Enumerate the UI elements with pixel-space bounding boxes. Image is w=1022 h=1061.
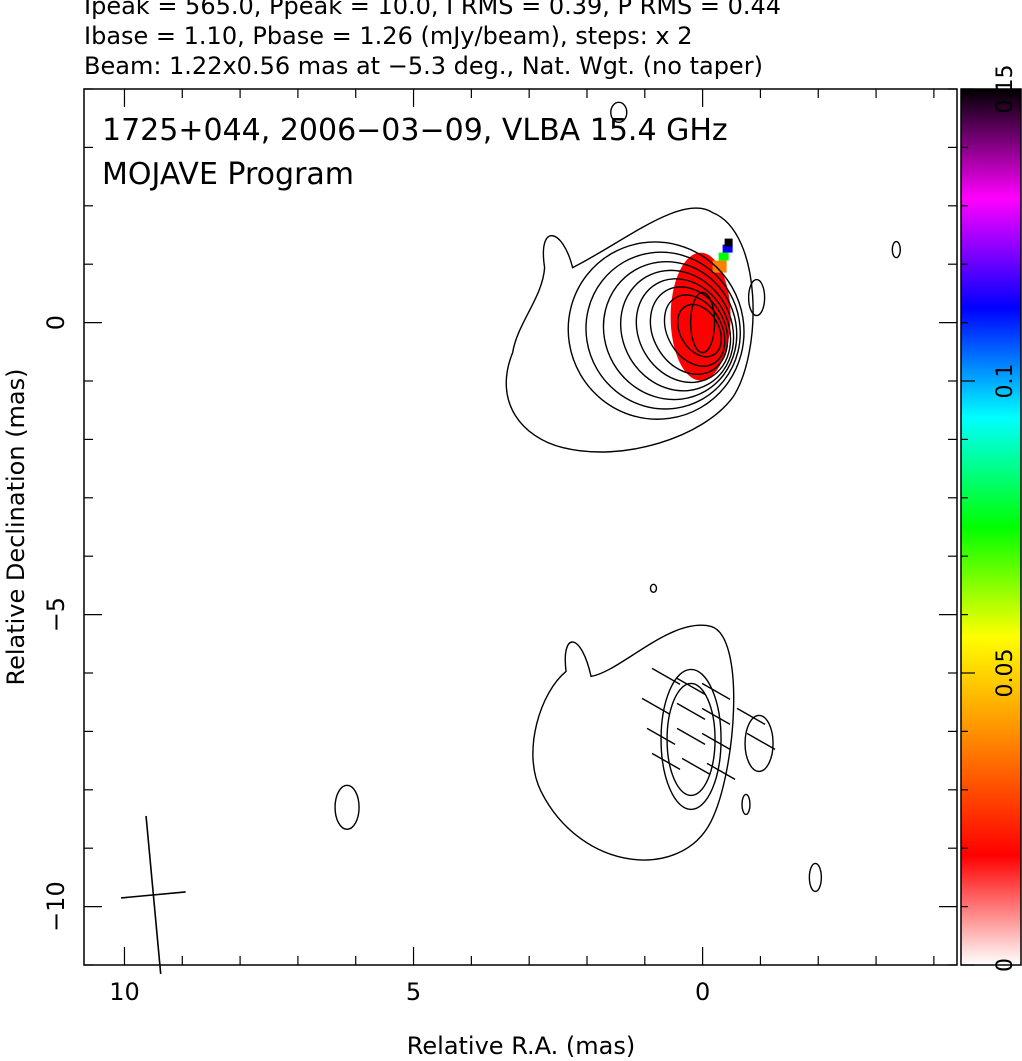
x-tick-label: 10: [109, 978, 140, 1006]
colorbar-tick-label: 0.1: [993, 364, 1018, 399]
noise-contour: [649, 583, 658, 594]
y-tick-label: −5: [42, 597, 70, 632]
beam-minor-axis: [121, 891, 186, 899]
core-contour-level: [567, 241, 745, 420]
polarization-edge-black: [724, 238, 733, 247]
evpa-vector: [701, 732, 731, 751]
evpa-vector: [706, 762, 736, 781]
axis-tick-labels: 10 5 0 0 −5 −10: [42, 315, 710, 1006]
header-line-3: Beam: 1.22x0.56 mas at −5.3 deg., Nat. W…: [84, 52, 763, 80]
core-contour-level: [602, 260, 738, 401]
colorbar-tick-label: 0.15: [993, 65, 1018, 114]
polarization-edge-green: [718, 252, 729, 261]
evpa-vector: [701, 682, 731, 701]
evpa-vector: [746, 732, 776, 751]
evpa-vectors: [641, 667, 776, 781]
chart-subtitle: MOJAVE Program: [102, 157, 354, 192]
x-tick-label: 0: [695, 978, 710, 1006]
jet-contour-outer: [532, 624, 735, 861]
noise-contour: [610, 101, 628, 124]
y-tick-label: −10: [42, 881, 70, 932]
evpa-vector: [676, 702, 706, 721]
polarization-edge-orange: [712, 260, 727, 273]
beam-cross: [121, 815, 186, 975]
jet-contour-mid: [660, 668, 722, 811]
x-axis-label: Relative R.A. (mas): [407, 1032, 635, 1060]
core-contour-inner: [689, 291, 716, 354]
core-contour-level: [677, 303, 723, 358]
evpa-vector: [736, 707, 766, 726]
evpa-vector: [646, 727, 676, 746]
noise-contour: [334, 784, 360, 831]
header-line-2: Ibase = 1.10, Pbase = 1.26 (mJy/beam), s…: [84, 22, 693, 50]
evpa-vector: [676, 677, 706, 696]
x-tick-label: 5: [406, 978, 421, 1006]
polarization-core-patch: [670, 252, 731, 381]
colorbar-tick-label: 0: [993, 958, 1018, 972]
core-contour-level: [635, 278, 732, 384]
jet-contour-inner: [666, 682, 716, 797]
y-axis-label: Relative Declination (mas): [2, 368, 30, 685]
evpa-vector: [641, 697, 671, 716]
noise-contour: [808, 862, 823, 893]
polarization-color-map: [670, 238, 733, 381]
core-contour-knot: [747, 278, 766, 317]
header-line-1: Ipeak = 565.0, Ppeak = 10.0, I RMS = 0.3…: [84, 0, 782, 20]
evpa-vector: [676, 727, 706, 746]
colorbar: [960, 88, 1022, 966]
y-tick-label: 0: [42, 315, 70, 330]
noise-contour: [741, 793, 751, 816]
jet-contour-side: [744, 714, 774, 773]
chart-title: 1725+044, 2006−03−09, VLBA 15.4 GHz: [102, 113, 728, 148]
colorbar-tick-labels: 0 0.05 0.1 0.15: [993, 65, 1018, 972]
polarization-edge-blue: [722, 244, 733, 253]
evpa-vector: [651, 667, 681, 686]
core-contour-level: [649, 286, 729, 375]
evpa-vector: [701, 707, 731, 726]
axis-ticks: [84, 88, 957, 966]
core-contour-outer: [505, 207, 754, 453]
colorbar-tick-label: 0.05: [993, 649, 1018, 698]
noise-contour: [891, 240, 901, 259]
evpa-vector: [651, 752, 681, 771]
colorbar-ticks: [961, 88, 975, 966]
intensity-contours: [334, 101, 901, 893]
core-contour-level: [585, 251, 741, 410]
plot-frame: [83, 88, 958, 966]
evpa-vector: [681, 757, 711, 776]
core-contour-level: [619, 269, 735, 392]
core-contour-level: [663, 294, 726, 367]
